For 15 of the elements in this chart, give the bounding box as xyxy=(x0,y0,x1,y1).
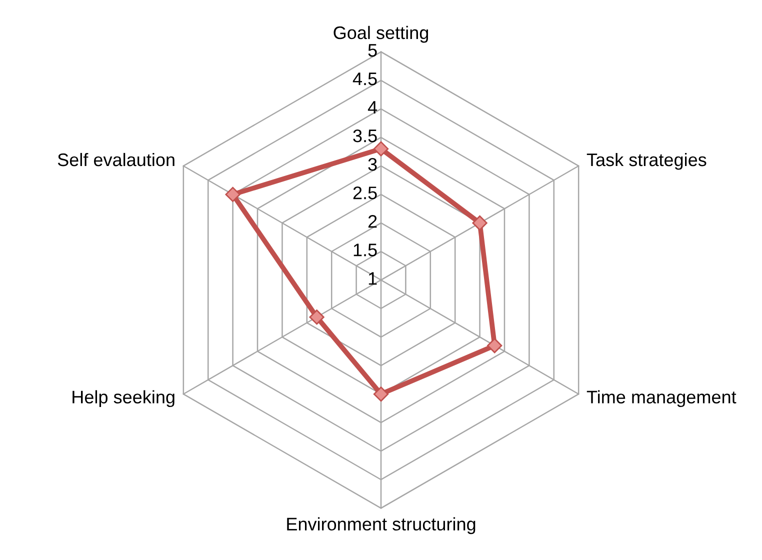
spoke-label: Goal setting xyxy=(334,26,428,43)
spoke-label: Self evalaution xyxy=(58,152,174,166)
y-tick-label: 1 xyxy=(368,272,377,285)
y-tick-label: 1.5 xyxy=(354,244,377,256)
y-tick-label: 3.5 xyxy=(353,129,377,142)
y-tick-label: 2.5 xyxy=(353,186,377,200)
spoke-label: Help seeking xyxy=(72,390,174,408)
y-tick-label: 2 xyxy=(368,215,377,228)
y-tick-label: 4.5 xyxy=(352,72,377,86)
spoke-label: Environment structuring xyxy=(287,517,476,534)
spoke-label: Task strategies xyxy=(586,152,706,170)
y-tick-label: 4 xyxy=(368,101,378,114)
y-tick-label: 3 xyxy=(368,158,377,171)
y-tick-label: 5 xyxy=(368,44,377,57)
spoke-label: Time management xyxy=(586,390,736,408)
